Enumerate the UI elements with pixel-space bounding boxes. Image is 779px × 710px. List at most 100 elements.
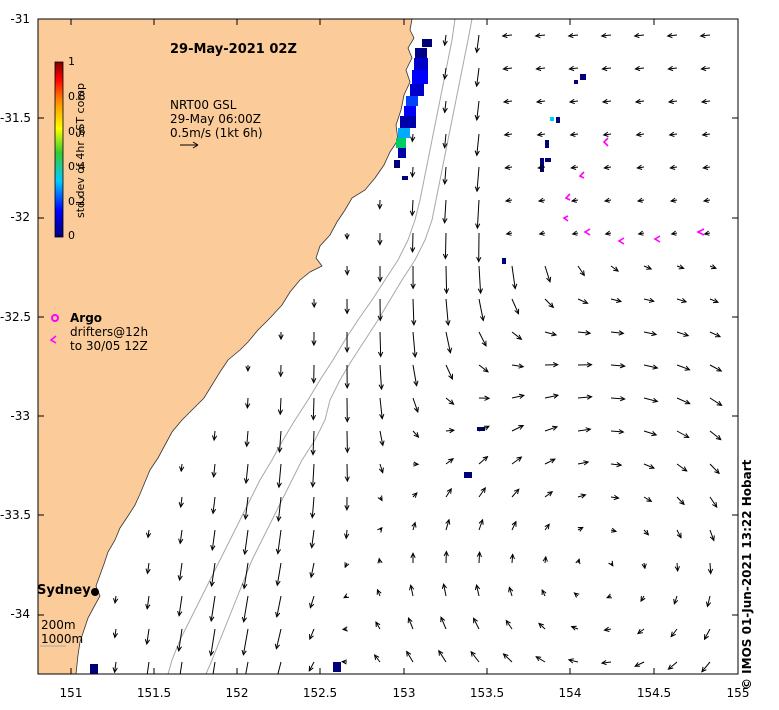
current-arrow-head — [446, 487, 452, 494]
current-arrow — [643, 298, 654, 302]
current-arrow-head — [275, 548, 282, 555]
current-arrow-head — [344, 533, 350, 540]
velocity-scale-arrow — [180, 141, 199, 149]
current-arrow-head — [667, 65, 674, 72]
lon-tick-label: 151 — [59, 686, 83, 700]
lat-tick-label: -33.5 — [0, 508, 32, 522]
current-arrow-head — [377, 526, 383, 533]
current-arrow-head — [603, 197, 610, 203]
current-arrow — [669, 133, 678, 136]
drifter-mark — [583, 228, 591, 236]
current-arrow — [277, 529, 282, 554]
current-arrow-head — [309, 572, 315, 579]
lon-tick-label: 152.5 — [302, 686, 338, 700]
current-arrow — [511, 425, 524, 432]
lat-tick-label: -32 — [10, 210, 30, 224]
current-arrow-head — [309, 634, 314, 641]
current-arrow-head — [666, 32, 673, 39]
current-arrow-head — [482, 455, 489, 462]
current-arrow-head — [243, 478, 250, 485]
current-arrow-head — [634, 65, 641, 72]
drifter-tracks — [562, 137, 705, 245]
current-arrow-head — [343, 593, 350, 599]
current-arrow — [180, 496, 183, 508]
current-arrow-head — [701, 131, 708, 137]
current-arrow-head — [613, 494, 620, 501]
current-arrow-head — [344, 269, 350, 276]
current-arrow — [544, 298, 554, 308]
current-arrow — [277, 661, 282, 674]
current-arrow-head — [373, 654, 380, 660]
current-arrow-head — [514, 488, 520, 495]
current-arrow-head — [448, 373, 453, 380]
current-arrow-head — [707, 568, 714, 575]
current-arrow — [503, 67, 513, 70]
current-arrow — [610, 397, 625, 400]
current-arrow-head — [242, 549, 248, 556]
current-arrow — [412, 232, 414, 252]
current-arrow — [668, 67, 678, 70]
current-arrow — [643, 430, 657, 436]
current-arrow-head — [508, 586, 514, 593]
current-arrow-head — [477, 288, 483, 295]
current-arrow — [602, 67, 612, 70]
current-arrow — [444, 100, 447, 113]
colorbar-tick: 0.8 — [68, 90, 86, 103]
current-arrow — [643, 331, 657, 335]
imos-credit: © IMOS 01-Jun-2021 13:22 Hobart — [740, 459, 754, 690]
current-vectors — [112, 32, 723, 690]
current-arrow-head — [476, 551, 482, 558]
current-arrow-head — [684, 365, 691, 371]
current-arrow — [602, 100, 612, 103]
current-arrow — [438, 650, 447, 663]
current-arrow-head — [538, 230, 545, 236]
current-arrow-head — [310, 414, 317, 421]
current-arrow — [544, 426, 558, 432]
current-arrow — [406, 651, 414, 663]
current-arrow — [345, 529, 348, 539]
sydney-marker — [91, 588, 99, 596]
current-arrow — [536, 100, 546, 103]
current-arrow — [610, 496, 619, 499]
lat-tick-label: -33 — [10, 409, 30, 423]
drifters-label: drifters@12h — [70, 325, 149, 339]
current-arrow — [147, 562, 150, 574]
current-arrow — [676, 430, 689, 438]
current-arrow — [444, 166, 447, 184]
current-arrow — [544, 265, 551, 282]
current-arrow-head — [681, 466, 688, 472]
current-arrow-head — [442, 40, 448, 47]
current-arrow-head — [673, 598, 679, 605]
current-arrow-head — [716, 366, 723, 372]
current-arrow-head — [344, 308, 350, 315]
drifters-period-label: to 30/05 12Z — [70, 339, 148, 353]
current-arrow-head — [534, 32, 541, 39]
current-arrow-head — [448, 457, 455, 464]
current-arrow — [411, 199, 414, 216]
current-arrow-head — [518, 424, 525, 430]
current-arrow — [610, 463, 622, 466]
current-arrow-head — [245, 366, 251, 372]
isobath-200m-label: 200m — [41, 618, 76, 632]
current-arrow — [701, 100, 711, 103]
current-arrow — [676, 463, 687, 472]
current-arrow-head — [177, 575, 183, 582]
current-arrow — [440, 617, 447, 630]
current-arrow-head — [667, 98, 674, 105]
current-arrow-head — [483, 425, 490, 431]
current-arrow-head — [413, 406, 419, 413]
current-arrow-head — [443, 550, 449, 557]
current-arrow-head — [716, 400, 723, 407]
current-arrow — [643, 496, 652, 502]
current-arrow-head — [703, 230, 710, 236]
current-arrow-head — [447, 347, 453, 354]
current-arrow-head — [652, 364, 659, 370]
current-arrow-head — [702, 164, 709, 170]
current-arrow — [114, 595, 117, 603]
current-arrow-head — [209, 685, 213, 690]
current-arrow-head — [700, 65, 707, 72]
current-arrow — [374, 654, 381, 663]
current-arrow-head — [636, 164, 643, 170]
current-arrow-head — [379, 440, 385, 447]
